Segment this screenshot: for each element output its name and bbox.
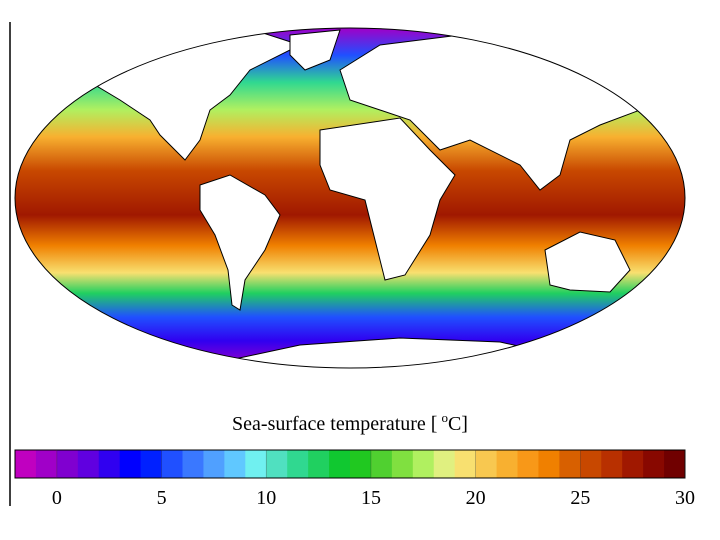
colorbar-segment [559,450,581,478]
colorbar-segment [245,450,267,478]
world-map [14,27,686,369]
colorbar-segment [601,450,623,478]
tick-label: 10 [256,487,276,509]
tick-label: 0 [52,487,62,509]
colorbar-segment [370,450,393,478]
tick-label: 15 [361,487,381,509]
south-america [199,174,281,311]
colorbar-segment [350,450,372,478]
colorbar-segment [622,450,644,478]
colorbar-segment [56,450,79,478]
colorbar-segment [664,450,686,478]
colorbar-segment [308,450,330,478]
tick-label: 25 [570,487,590,509]
colorbar-segment [35,450,58,478]
colorbar-segment [412,450,435,478]
colorbar-segment [496,450,518,478]
tick-label: 5 [157,487,167,509]
colorbar-segment [475,450,498,478]
tick-label: 20 [466,487,486,509]
colorbar-segment [643,450,665,478]
colorbar-segment [119,450,142,478]
title-end: C] [448,413,468,435]
greenland [289,29,341,71]
colorbar-title: Sea-surface temperature [ oC] [232,410,468,435]
tick-label: 30 [675,487,695,509]
colorbar-segment [98,450,121,478]
colorbar-segment [203,450,225,478]
map-outline [14,27,686,369]
colorbar-segment [161,450,183,478]
australia [544,231,631,293]
title-superscript: o [441,410,448,425]
colorbar-segment [517,450,539,478]
colorbar-segment [15,450,37,478]
colorbar-segment [140,450,163,478]
colorbar-segment [224,450,246,478]
colorbar: 0 5 10 15 20 25 30 [14,449,695,509]
colorbar-segment [77,450,100,478]
colorbar-segment [454,450,477,478]
colorbar-segment [329,450,351,478]
colorbar-segment [182,450,204,478]
colorbar-segment [391,450,414,478]
colorbar-segment [266,450,288,478]
title-text: Sea-surface temperature [ [232,413,437,435]
colorbar-segment [433,450,456,478]
africa [319,117,456,281]
colorbar-segment [287,450,309,478]
colorbar-segment [580,450,602,478]
colorbar-segment [538,450,560,478]
